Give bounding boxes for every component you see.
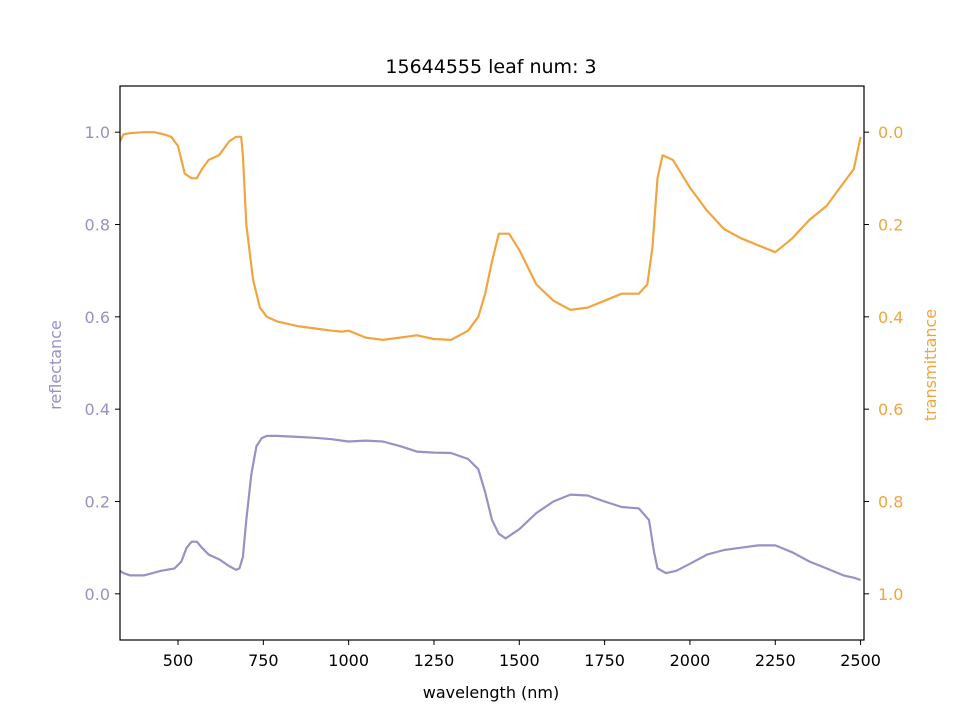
right-tick-label: 0.4 — [878, 308, 903, 327]
x-tick-label: 1250 — [414, 651, 455, 670]
reflectance-series-line — [119, 434, 861, 582]
right-axis: 0.0 0.2 0.4 0.6 0.8 1.0 — [864, 123, 903, 604]
x-tick-label: 1000 — [328, 651, 369, 670]
right-tick-label: 1.0 — [878, 585, 903, 604]
x-tick-label: 750 — [248, 651, 279, 670]
left-axis-label: reflectance — [46, 320, 65, 410]
x-axis: 500 750 1000 1250 1500 1750 2000 2250 2500 — [163, 640, 881, 670]
left-tick-label: 0.0 — [85, 585, 110, 604]
plot-frame — [119, 85, 865, 641]
x-tick-label: 2500 — [840, 651, 881, 670]
right-tick-label: 0.6 — [878, 400, 903, 419]
x-tick-label: 1750 — [584, 651, 625, 670]
left-tick-label: 0.4 — [85, 400, 110, 419]
right-tick-label: 0.0 — [878, 123, 903, 142]
right-axis-label: transmittance — [921, 309, 940, 421]
plot-area — [119, 131, 862, 582]
x-tick-label: 2250 — [755, 651, 796, 670]
left-tick-label: 0.6 — [85, 308, 110, 327]
x-tick-label: 2000 — [670, 651, 711, 670]
left-tick-label: 1.0 — [85, 123, 110, 142]
x-tick-label: 1500 — [499, 651, 540, 670]
x-tick-label: 500 — [163, 651, 194, 670]
chart-title: 15644555 leaf num: 3 — [385, 56, 596, 78]
right-tick-label: 0.8 — [878, 493, 903, 512]
x-axis-label: wavelength (nm) — [423, 683, 560, 702]
right-tick-label: 0.2 — [878, 216, 903, 235]
left-axis: 0.0 0.2 0.4 0.6 0.8 1.0 — [85, 123, 120, 604]
transmittance-series-line — [119, 131, 862, 341]
left-tick-label: 0.2 — [85, 493, 110, 512]
left-tick-label: 0.8 — [85, 216, 110, 235]
